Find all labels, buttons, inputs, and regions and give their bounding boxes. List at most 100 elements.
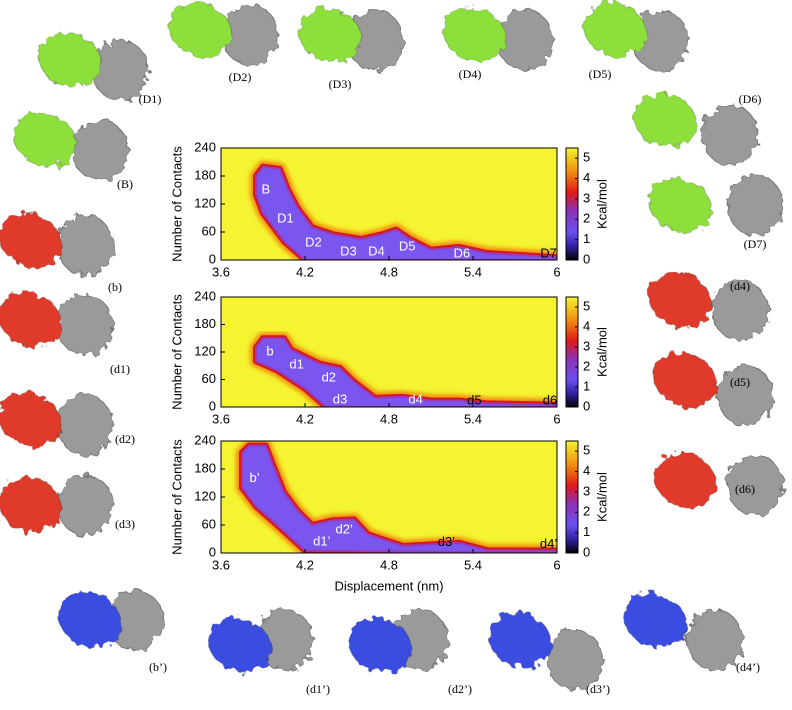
- protein-colored: [0, 477, 62, 533]
- colorbar-tick-label: 3: [583, 190, 590, 205]
- x-tick-label: 3.6: [212, 264, 230, 279]
- annotation: d2: [322, 370, 336, 385]
- annotation: B: [261, 181, 270, 196]
- colorbar-tick-label: 0: [583, 251, 590, 266]
- annotation: d5: [467, 392, 481, 407]
- protein-colored: [348, 617, 412, 673]
- y-tick-label: 120: [194, 343, 216, 358]
- colorbar-tick-label: 2: [583, 358, 590, 373]
- protein-colored: [633, 92, 697, 148]
- protein-gray: [711, 279, 769, 341]
- protein-gray: [726, 454, 784, 516]
- protein-colored: [0, 392, 62, 448]
- protein-gray: [726, 174, 784, 236]
- basin: [255, 337, 557, 407]
- x-tick-label: 6: [553, 264, 560, 279]
- annotation: d3: [333, 392, 347, 407]
- y-axis-label: Number of Contacts: [169, 439, 184, 555]
- x-tick-label: 4.8: [380, 557, 398, 572]
- y-tick-label: 240: [194, 139, 216, 154]
- protein-colored: [0, 292, 62, 348]
- colorbar-tick-label: 1: [583, 378, 590, 393]
- y-tick-label: 180: [194, 316, 216, 331]
- x-tick-label: 4.2: [296, 411, 314, 426]
- y-tick-label: 180: [194, 460, 216, 475]
- colorbar-tick-label: 5: [583, 443, 590, 458]
- protein-colored: [38, 32, 102, 88]
- colorbar: [565, 296, 579, 408]
- y-tick-label: 0: [209, 251, 216, 266]
- y-tick-label: 60: [202, 371, 216, 386]
- annotation: d1’: [313, 534, 330, 549]
- colorbar-tick-label: 0: [583, 544, 590, 559]
- colorbar-label: Kcal/mol: [594, 179, 609, 229]
- basin: [255, 165, 557, 260]
- protein-colored: [488, 612, 552, 668]
- annotation: D3: [340, 244, 357, 259]
- structure-label: (d5): [730, 375, 750, 389]
- protein-gray: [716, 364, 774, 426]
- protein-colored: [58, 592, 122, 648]
- protein-colored: [653, 452, 717, 508]
- colorbar-tick-label: 0: [583, 398, 590, 413]
- annotation: D4: [368, 244, 385, 259]
- structure-label: (d2): [115, 432, 135, 446]
- x-tick-label: 5.4: [464, 411, 482, 426]
- annotation: d3’: [438, 534, 455, 549]
- y-axis-label: Number of Contacts: [169, 294, 184, 410]
- annotation: d2’: [336, 522, 353, 537]
- x-tick-label: 3.6: [212, 411, 230, 426]
- y-tick-label: 0: [209, 398, 216, 413]
- annotation: D1: [277, 210, 294, 225]
- annotation: b: [266, 343, 273, 358]
- protein-gray: [56, 474, 114, 536]
- protein-colored: [0, 212, 62, 268]
- colorbar-tick-label: 1: [583, 231, 590, 246]
- x-tick-label: 5.4: [464, 264, 482, 279]
- structure-label: (d3’): [586, 682, 610, 696]
- protein-colored: [208, 617, 272, 673]
- structure-label: (d1’): [306, 682, 330, 696]
- structure-label: (d3): [115, 517, 135, 531]
- colorbar-label: Kcal/mol: [594, 327, 609, 377]
- protein-colored: [168, 2, 232, 58]
- basin: [241, 444, 557, 553]
- structure-label: (D4): [459, 67, 482, 81]
- structure-label: (D3): [329, 77, 352, 91]
- annotation: D7: [540, 245, 557, 260]
- colorbar-tick-label: 4: [583, 170, 590, 185]
- y-tick-label: 240: [194, 432, 216, 447]
- protein-colored: [583, 2, 647, 58]
- protein-colored: [443, 7, 507, 63]
- structure-label: (D5): [589, 67, 612, 81]
- x-axis-label: Displacement (nm): [334, 578, 443, 593]
- x-tick-label: 6: [553, 557, 560, 572]
- structure-label: (D6): [739, 92, 762, 106]
- structure-label: (d4’): [736, 660, 760, 674]
- structure-label: (B): [117, 177, 133, 191]
- structure-label: (d4): [730, 279, 750, 293]
- basin-group: [250, 160, 557, 260]
- protein-gray: [701, 104, 759, 166]
- colorbar-label: Kcal/mol: [594, 472, 609, 522]
- x-tick-label: 4.2: [296, 264, 314, 279]
- x-tick-label: 3.6: [212, 557, 230, 572]
- colorbar-tick-label: 2: [583, 504, 590, 519]
- structure-label: (d6): [735, 482, 755, 496]
- colorbar: [565, 440, 579, 554]
- y-tick-label: 60: [202, 516, 216, 531]
- protein-gray: [71, 119, 129, 181]
- x-tick-label: 6: [553, 411, 560, 426]
- annotation: d4’: [540, 536, 557, 551]
- y-tick-label: 0: [209, 544, 216, 559]
- protein-gray: [56, 394, 114, 456]
- structure-label: (D7): [744, 237, 767, 251]
- protein-colored: [653, 352, 717, 408]
- y-tick-label: 60: [202, 223, 216, 238]
- x-tick-label: 4.2: [296, 557, 314, 572]
- protein-colored: [648, 177, 712, 233]
- colorbar-tick-label: 1: [583, 524, 590, 539]
